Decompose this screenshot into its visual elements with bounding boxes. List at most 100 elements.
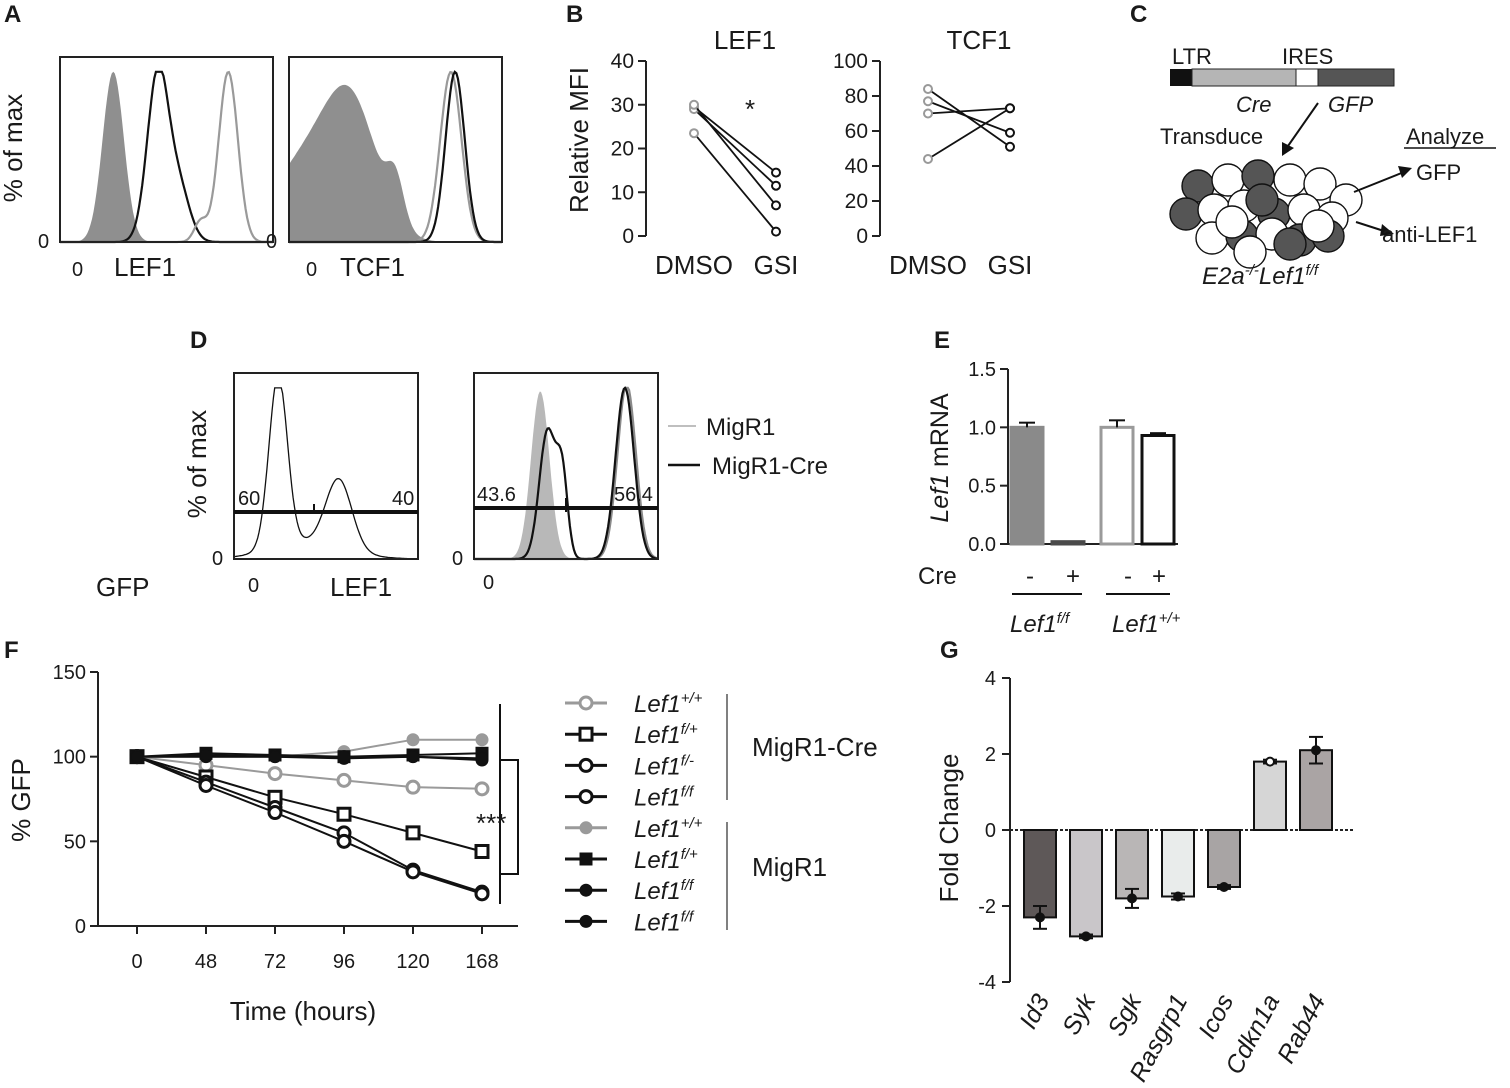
y-tick-label: 4: [985, 668, 996, 690]
bracket-inner: [500, 759, 519, 875]
histogram-lef1-cre-left-percent: 43.6: [477, 484, 516, 506]
series-point: [199, 748, 213, 762]
legend-label-sup: f/f: [681, 908, 695, 925]
panel-letter-a: A: [4, 1, 21, 28]
panel-letter-c: C: [1130, 1, 1147, 28]
panel-letter-d: D: [190, 327, 207, 354]
bar: [1161, 829, 1195, 898]
y-axis-label: Lef1 mRNA: [926, 393, 954, 523]
mean-point: [1127, 893, 1137, 904]
histogram-tcf1-zero-x: 0: [306, 259, 317, 281]
legend-marker: [579, 821, 593, 835]
series-point: [405, 779, 421, 795]
legend-label: Lef1f/+: [634, 721, 698, 749]
transduced-cell: [1245, 183, 1279, 217]
y-tick-label: -4: [978, 972, 996, 994]
legend-label-base: Lef1: [634, 847, 681, 874]
x-tick-label: Sgk: [1102, 988, 1148, 1041]
legend-label: Lef1f/f: [634, 877, 695, 905]
x-tick-label: Syk: [1057, 988, 1102, 1039]
legend-marker: [579, 914, 593, 928]
x-tick-label: GSI: [754, 250, 799, 280]
panel-e: E 0.0 0.5 1.0 1.5 Lef1 mRNA Cre - + - + Lef1…: [918, 327, 1181, 638]
pair-line: [693, 106, 777, 174]
series-line: [136, 755, 483, 790]
analyze-lef1-arrow-shaft: [1355, 221, 1385, 232]
histogram-lef1-zero-x: 0: [72, 259, 83, 281]
bar: [1023, 829, 1057, 919]
histogram-curve-lef1-low: [60, 70, 273, 244]
chart-lef1-mrna: 0.0 0.5 1.0 1.5 Lef1 mRNA: [926, 359, 1178, 556]
panel-b: B Relative MFI 0 10 20 30 40 DMSO GSI LEF1 * 0 2…: [564, 1, 1032, 280]
panel-d: D % of max 0 60 40 0 LEF1 GFP 0 43.6 56.…: [96, 327, 828, 602]
histogram-gfp-frame: [233, 372, 419, 560]
analyze-lef1-arrow: [1355, 221, 1394, 236]
chart-tcf1-mfi: 0 20 40 60 80 100 DMSO GSI TCF1: [833, 25, 1032, 280]
pair-line: [927, 107, 1011, 115]
untransduced-cell: [1301, 209, 1335, 243]
series-point: [406, 750, 420, 764]
mean-point: [1311, 745, 1321, 756]
y-axis-label-gene: Lef1: [926, 474, 954, 523]
series-point: [474, 843, 490, 859]
cre-minus-1: -: [1026, 563, 1034, 590]
legend-group-migr1-cre: MigR1-Cre: [752, 732, 878, 762]
chart-lef1-mfi: 0 10 20 30 40 DMSO GSI LEF1: [611, 25, 799, 280]
panel-a-ylabel: % of max: [0, 94, 28, 202]
histogram-tcf1-zero-y: 0: [266, 231, 277, 253]
construct-ltr-segment: [1170, 69, 1192, 86]
y-tick-label: 20: [611, 138, 634, 161]
pair-line: [927, 100, 1011, 134]
gsi-point: [1005, 141, 1015, 152]
histogram-gfp-left-percent: 60: [238, 488, 260, 510]
x-tick-label: 72: [264, 951, 286, 973]
significance-stars: ***: [476, 808, 506, 838]
bar: [1099, 425, 1135, 546]
dmso-point: [689, 99, 699, 110]
series-point: [337, 750, 351, 764]
x-tick-label: DMSO: [655, 250, 733, 280]
legend-marker: [579, 852, 593, 866]
chart-percent-gfp: 0 50 100 150 0 48 72 96 120 168 Time (hours) % GFP: [6, 662, 518, 1026]
mean-point: [1035, 912, 1045, 923]
y-tick-label: 40: [845, 155, 868, 178]
series-point: [336, 833, 352, 849]
dmso-point: [689, 128, 699, 139]
histogram-lef1-frame: [59, 56, 274, 243]
transduce-arrow-shaft: [1287, 102, 1319, 147]
histogram-curve-isotype: [60, 71, 273, 242]
series-line: [136, 755, 483, 894]
series-point: [475, 733, 489, 747]
mean-point: [1081, 931, 1091, 942]
histogram-lef1-cre: [473, 372, 659, 561]
histogram-gfp: [233, 372, 419, 560]
panel-letter-f: F: [4, 637, 19, 664]
mean-point: [1219, 882, 1229, 892]
y-tick-label: 1.0: [968, 417, 996, 439]
analyze-label: Analyze: [1406, 124, 1484, 149]
dmso-point: [923, 96, 933, 107]
y-tick-label: 0: [856, 225, 868, 248]
y-tick-label: -2: [978, 896, 996, 918]
legend-marker: [578, 726, 594, 742]
y-axis-label: Fold Change: [934, 754, 964, 903]
legend-label-base: Lef1: [634, 722, 681, 749]
histogram-tcf1-frame: [288, 56, 503, 243]
histogram-lef1-cre-zero-x: 0: [483, 572, 494, 594]
gsi-point: [771, 200, 781, 211]
construct-ltr-label: LTR: [1172, 44, 1212, 69]
legend-label-base: Lef1: [634, 816, 681, 843]
bar: [1207, 829, 1241, 888]
gsi-point: [771, 226, 781, 237]
legend-label: Lef1f/-: [634, 752, 694, 780]
panel-d-ylabel: % of max: [182, 410, 212, 518]
bar: [1050, 540, 1086, 546]
cre-plus-2: +: [1152, 563, 1166, 590]
series-point: [405, 825, 421, 841]
histogram-lef1-xlabel: LEF1: [114, 252, 176, 282]
untransduced-cell: [1233, 235, 1267, 269]
legend-label-sup: f/+: [681, 721, 698, 738]
y-tick-label: 100: [833, 50, 868, 73]
legend-marker: [578, 757, 594, 773]
